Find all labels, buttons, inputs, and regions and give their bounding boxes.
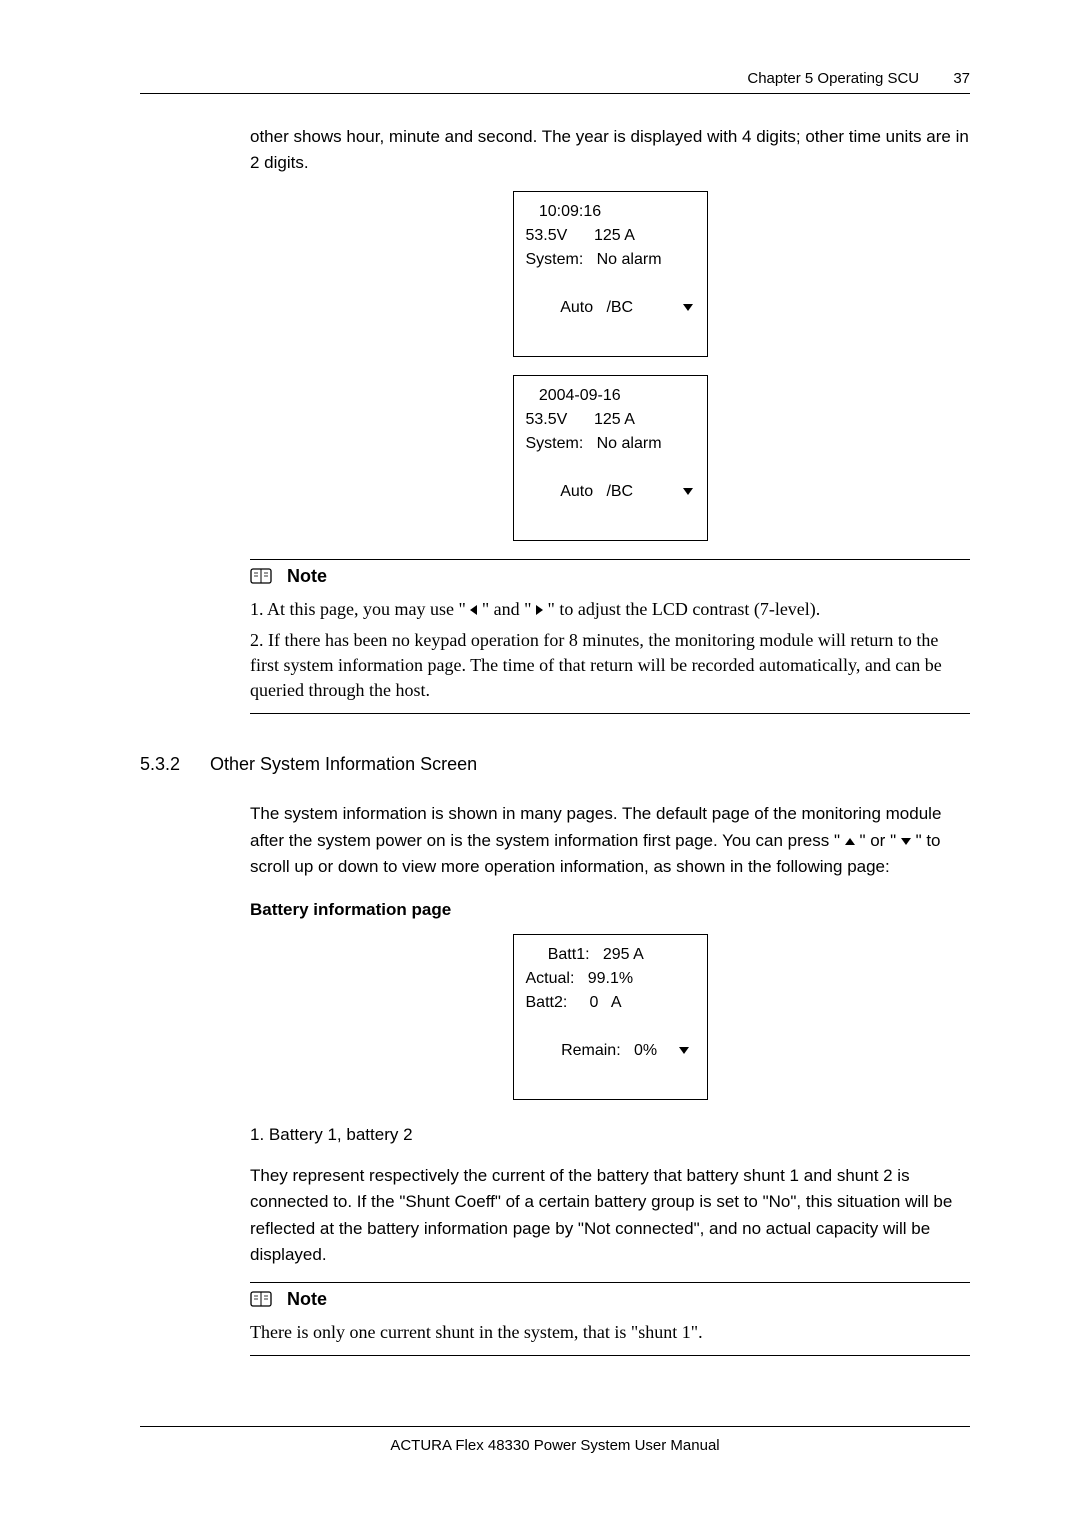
note-line: There is only one current shunt in the s… bbox=[250, 1320, 970, 1345]
page-number: 37 bbox=[953, 70, 970, 87]
note-text: " to adjust the LCD contrast (7-level). bbox=[543, 599, 820, 619]
up-arrow-icon bbox=[845, 838, 855, 845]
divider bbox=[250, 1282, 970, 1283]
section-number: 5.3.2 bbox=[140, 754, 210, 775]
page-header: Chapter 5 Operating SCU 37 bbox=[140, 70, 970, 93]
down-arrow-icon bbox=[683, 304, 693, 311]
lcd-row: Batt2: 0 A bbox=[526, 991, 695, 1015]
down-arrow-icon bbox=[679, 1047, 689, 1054]
lcd-row: Auto /BC bbox=[526, 456, 695, 528]
note-text: " and " bbox=[477, 599, 536, 619]
lcd-text: Remain: 0% bbox=[561, 1042, 657, 1059]
battery-paragraph: They represent respectively the current … bbox=[250, 1163, 970, 1268]
header-rule bbox=[140, 93, 970, 94]
lcd-box-battery: Batt1: 295 A Actual: 99.1% Batt2: 0 A Re… bbox=[513, 934, 708, 1100]
battery-list-item: 1. Battery 1, battery 2 bbox=[250, 1122, 970, 1148]
lcd-text: Auto /BC bbox=[560, 299, 633, 316]
para-text: " or " bbox=[859, 831, 896, 850]
chapter-label: Chapter 5 Operating SCU bbox=[747, 70, 919, 87]
note-heading: Note bbox=[250, 1289, 970, 1312]
lcd-row: Remain: 0% bbox=[526, 1015, 695, 1087]
lcd-box-date: 2004-09-16 53.5V 125 A System: No alarm … bbox=[513, 375, 708, 541]
note-icon bbox=[250, 568, 272, 589]
divider bbox=[250, 713, 970, 714]
note-title: Note bbox=[287, 1289, 327, 1309]
lcd-text: Auto /BC bbox=[560, 483, 633, 500]
note-line-2: 2. If there has been no keypad operation… bbox=[250, 628, 970, 704]
divider bbox=[250, 559, 970, 560]
divider bbox=[250, 1355, 970, 1356]
section-title: Other System Information Screen bbox=[210, 754, 477, 774]
note-title: Note bbox=[287, 566, 327, 586]
lcd-row: System: No alarm bbox=[526, 432, 695, 456]
note-text: 1. At this page, you may use " bbox=[250, 599, 470, 619]
page-footer: ACTURA Flex 48330 Power System User Manu… bbox=[140, 1426, 970, 1454]
note-line-1: 1. At this page, you may use " " and " "… bbox=[250, 597, 970, 622]
lcd-row: Batt1: 295 A bbox=[526, 943, 695, 967]
lcd-row: Actual: 99.1% bbox=[526, 967, 695, 991]
lcd-row: 2004-09-16 bbox=[526, 384, 695, 408]
lcd-row: 53.5V 125 A bbox=[526, 224, 695, 248]
battery-info-heading: Battery information page bbox=[250, 900, 970, 920]
down-arrow-icon bbox=[901, 838, 911, 845]
section-heading: 5.3.2Other System Information Screen bbox=[140, 754, 970, 775]
down-arrow-icon bbox=[683, 488, 693, 495]
lcd-row: Auto /BC bbox=[526, 272, 695, 344]
note-icon bbox=[250, 1291, 272, 1312]
lcd-box-time: 10:09:16 53.5V 125 A System: No alarm Au… bbox=[513, 191, 708, 357]
lcd-row: 53.5V 125 A bbox=[526, 408, 695, 432]
note-heading: Note bbox=[250, 566, 970, 589]
footer-text: ACTURA Flex 48330 Power System User Manu… bbox=[390, 1437, 719, 1454]
intro-text: other shows hour, minute and second. The… bbox=[250, 124, 970, 177]
para-text: The system information is shown in many … bbox=[250, 804, 941, 849]
right-arrow-icon bbox=[536, 605, 543, 615]
footer-rule bbox=[140, 1426, 970, 1427]
system-info-paragraph: The system information is shown in many … bbox=[250, 801, 970, 880]
lcd-row: 10:09:16 bbox=[526, 200, 695, 224]
lcd-row: System: No alarm bbox=[526, 248, 695, 272]
